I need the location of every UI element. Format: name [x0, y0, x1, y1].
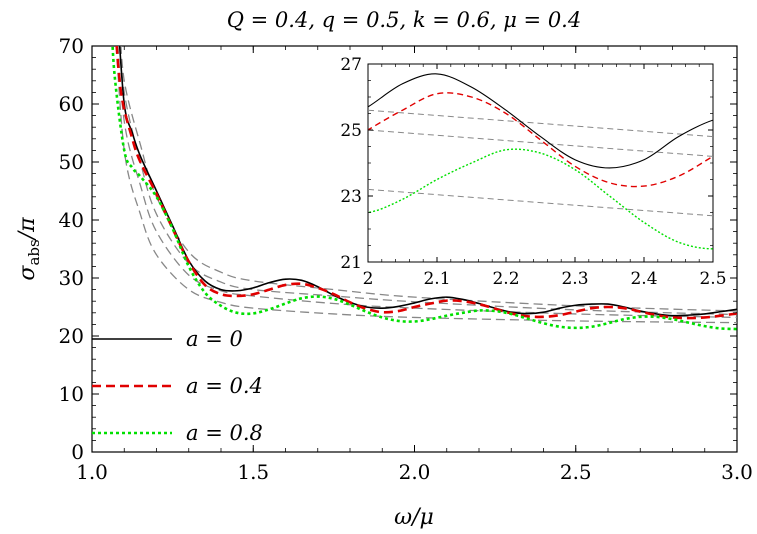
inset-x-tick-label: 2.3	[561, 269, 588, 289]
inset-series-line	[368, 92, 713, 188]
inset-axis-ticks: 2 2.1 2.2 2.3 2.4 2.5 21 23 25 27	[340, 55, 726, 289]
inset-series-line	[368, 148, 713, 250]
series-line	[111, 46, 737, 331]
inset-y-tick-label: 25	[340, 121, 362, 141]
x-tick-label: 1.5	[237, 460, 269, 484]
reference-curve	[117, 46, 737, 319]
y-tick-label: 30	[59, 266, 84, 290]
inset-series-line	[368, 73, 713, 169]
inset-reference-line	[368, 109, 713, 138]
inset-plot: 2 2.1 2.2 2.3 2.4 2.5 21 23 25 27	[340, 55, 726, 289]
y-axis-label-main: σ	[15, 265, 40, 281]
inset-reference-line	[368, 129, 713, 157]
inset-x-tick-label: 2.1	[423, 269, 450, 289]
x-tick-label: 3.0	[721, 460, 753, 484]
legend-label: a = 0.4	[186, 374, 263, 398]
y-tick-label: 40	[59, 208, 84, 232]
inset-x-tick-label: 2	[363, 269, 374, 289]
chart-title: Q = 0.4, q = 0.5, k = 0.6, μ = 0.4	[227, 8, 581, 32]
series-line	[118, 46, 737, 317]
axis-ticks: 1.0 1.5 2.0 2.5 3.0 0 10 20 30 40 50 60 70	[59, 34, 753, 484]
inset-series-group	[368, 73, 713, 250]
x-tick-label: 2.5	[560, 460, 592, 484]
inset-frame	[367, 63, 714, 263]
x-tick-label: 2.0	[399, 460, 431, 484]
y-tick-label: 20	[59, 324, 84, 348]
y-tick-label: 10	[59, 382, 84, 406]
y-tick-label: 60	[59, 92, 84, 116]
y-tick-label: 0	[71, 440, 84, 464]
x-tick-label: 1.0	[76, 460, 108, 484]
reference-curve	[120, 46, 737, 312]
y-axis-label-sub: abs	[25, 239, 43, 265]
inset-y-tick-label: 21	[340, 253, 362, 273]
inset-y-tick-label: 27	[340, 55, 362, 75]
y-axis-label-tail: /π	[15, 217, 40, 241]
x-axis-label: ω/μ	[394, 505, 434, 530]
inset-reference-lines	[368, 109, 713, 217]
series-line	[115, 46, 737, 320]
legend: a = 0 a = 0.4 a = 0.8	[92, 327, 263, 445]
inset-x-tick-label: 2.2	[492, 269, 519, 289]
y-axis-label: σabs/π	[15, 217, 43, 281]
reference-curve	[115, 46, 737, 324]
inset-x-tick-label: 2.5	[699, 269, 726, 289]
legend-label: a = 0.8	[186, 421, 263, 445]
inset-y-tick-label: 23	[340, 187, 362, 207]
series-group	[111, 46, 737, 331]
legend-label: a = 0	[186, 327, 243, 351]
inset-x-tick-label: 2.4	[630, 269, 657, 289]
y-tick-label: 50	[59, 150, 84, 174]
inset-reference-line	[368, 188, 713, 217]
y-tick-label: 70	[59, 34, 84, 58]
